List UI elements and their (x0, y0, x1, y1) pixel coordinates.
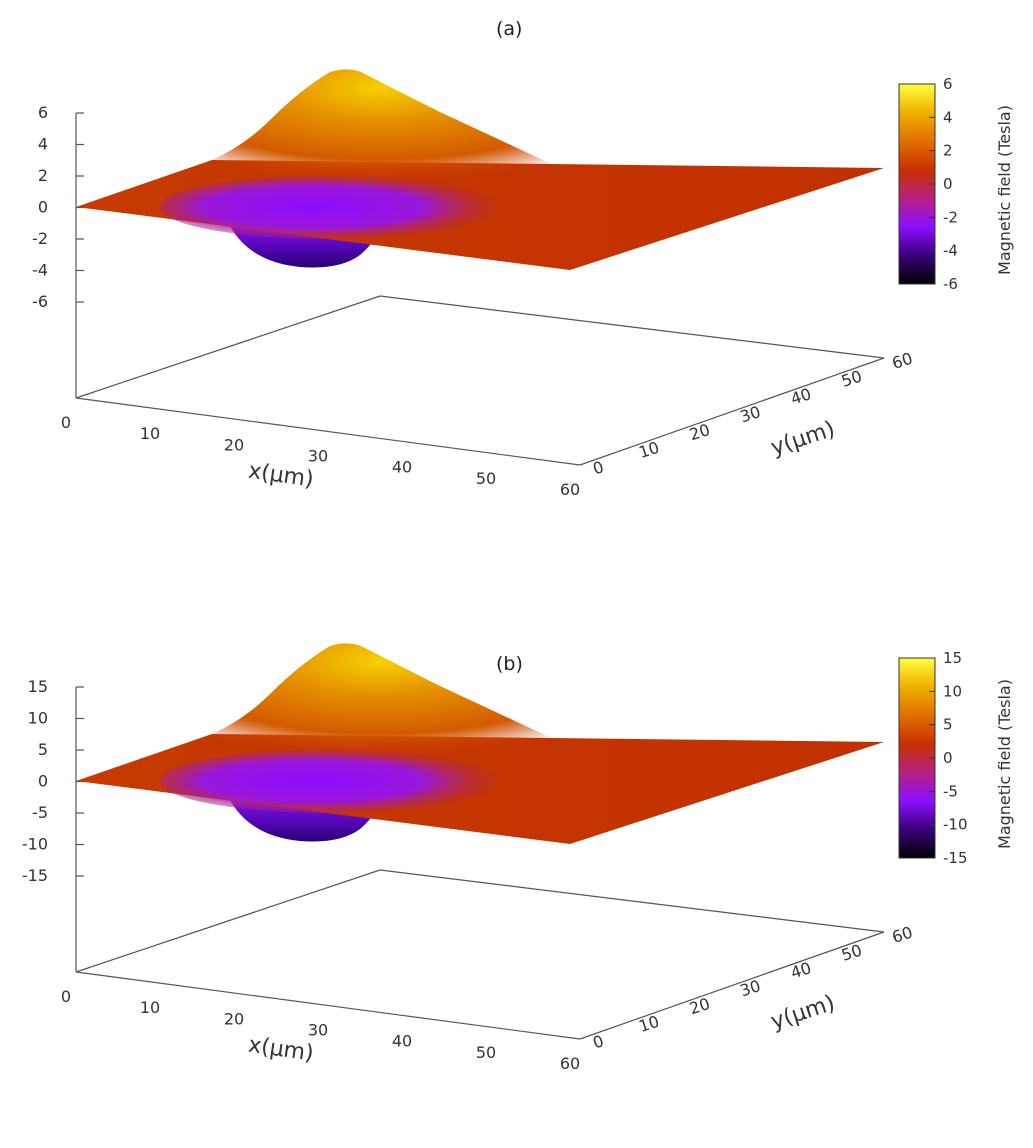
surface (76, 69, 884, 270)
x-axis-label: x(μm) (247, 459, 315, 493)
y-tick-label: 60 (890, 923, 915, 947)
x-tick-label: 0 (61, 413, 71, 432)
colorbar-tick-label: 0 (943, 175, 953, 193)
x-tick-label: 60 (560, 1054, 580, 1073)
colorbar-tick-label: -4 (943, 242, 958, 260)
x-tick-label: 30 (308, 1021, 328, 1040)
z-tick-label: 2 (38, 166, 48, 185)
colorbar-tick-label: 6 (943, 75, 953, 93)
x-tick-label: 60 (560, 480, 580, 499)
z-tick-label: -2 (32, 229, 48, 248)
y-tick-label: 10 (636, 1012, 661, 1036)
surface (76, 643, 884, 844)
y-tick-label: 20 (687, 420, 712, 444)
y-axis-label: y(μm) (768, 417, 838, 461)
trough-region (160, 175, 500, 239)
z-tick-label: 6 (38, 103, 48, 122)
y-back-line (75, 869, 381, 973)
x-axis-line (75, 397, 581, 466)
back-line (379, 295, 885, 359)
y-tick-label: 50 (839, 940, 864, 964)
y-tick-label: 40 (788, 384, 813, 408)
colorbar-tick-label: 0 (943, 749, 953, 767)
y-back-line (75, 295, 381, 399)
colorbar-tick-label: 15 (943, 649, 962, 667)
colorbar-tick-label: -6 (943, 275, 958, 293)
x-tick-label: 40 (392, 458, 412, 477)
panel-a-title: (a) (496, 18, 523, 40)
z-tick-label: 0 (38, 772, 48, 791)
y-axis-line (579, 931, 885, 1040)
colorbar-tick-label: 10 (943, 682, 962, 700)
x-tick-label: 20 (224, 1009, 244, 1028)
z-tick-label: 10 (28, 709, 48, 728)
z-tick-label: 4 (38, 135, 48, 154)
z-tick-label: -5 (32, 803, 48, 822)
y-tick-label: 0 (591, 1031, 607, 1052)
colorbar-tick-label: 4 (943, 108, 953, 126)
y-tick-label: 10 (636, 438, 661, 462)
colorbar-label: Magnetic field (Tesla) (995, 105, 1014, 275)
z-tick-label: 0 (38, 198, 48, 217)
colorbar-tick-label: -5 (943, 782, 958, 800)
peak-region (200, 69, 560, 190)
z-tick-label: 15 (28, 677, 48, 696)
back-line (379, 869, 885, 933)
base-box (75, 112, 885, 466)
x-tick-label: 30 (308, 447, 328, 466)
colorbar-tick-label: -15 (943, 849, 968, 867)
colorbar-tick-label: 5 (943, 716, 953, 734)
x-tick-label: 20 (224, 435, 244, 454)
y-tick-label: 40 (788, 958, 813, 982)
x-tick-label: 0 (61, 987, 71, 1006)
y-tick-label: 30 (738, 402, 763, 426)
y-tick-label: 30 (738, 976, 763, 1000)
x-tick-label: 10 (140, 424, 160, 443)
z-tick-label: -4 (32, 261, 48, 280)
x-axis-label: x(μm) (247, 1033, 315, 1067)
peak-region (200, 643, 560, 764)
trough-region (160, 749, 500, 813)
y-tick-label: 60 (890, 349, 915, 373)
x-axis-line (75, 971, 581, 1040)
z-tick-label: -10 (22, 835, 48, 854)
colorbar-tick-label: -2 (943, 208, 958, 226)
y-axis-label: y(μm) (768, 991, 838, 1035)
x-tick-label: 40 (392, 1032, 412, 1051)
y-tick-label: 0 (591, 457, 607, 478)
z-tick-label: -15 (22, 866, 48, 885)
x-tick-label: 50 (476, 469, 496, 488)
x-tick-label: 10 (140, 998, 160, 1017)
y-tick-label: 20 (687, 994, 712, 1018)
y-tick-label: 50 (839, 366, 864, 390)
z-tick-label: -6 (32, 292, 48, 311)
colorbar-label: Magnetic field (Tesla) (995, 679, 1014, 849)
x-tick-label: 50 (476, 1043, 496, 1062)
base-box (75, 686, 885, 1040)
colorbar-tick-label: -10 (943, 816, 968, 834)
colorbar-tick-label: 2 (943, 142, 953, 160)
panel-b-title: (b) (496, 653, 523, 675)
y-axis-line (579, 357, 885, 466)
z-tick-label: 5 (38, 740, 48, 759)
